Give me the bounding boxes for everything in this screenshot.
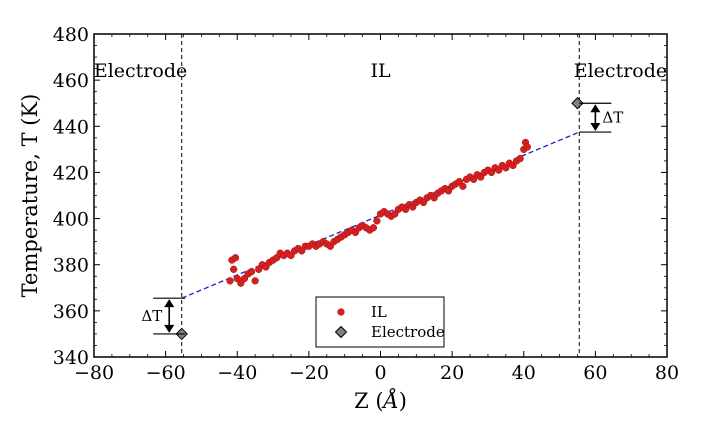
x-tick-label: 60 xyxy=(583,362,607,384)
y-tick-label: 420 xyxy=(53,162,89,184)
x-axis-title: Z (Å) xyxy=(354,388,407,413)
il-point xyxy=(373,217,381,225)
x-tick-label: 40 xyxy=(512,362,536,384)
y-tick-label: 380 xyxy=(53,255,89,277)
x-tick-label: −40 xyxy=(217,362,257,384)
y-tick-label: 340 xyxy=(53,347,89,369)
il-point xyxy=(231,254,240,262)
points-layer xyxy=(175,97,584,341)
il-point xyxy=(226,277,234,285)
il-point xyxy=(523,143,531,151)
x-tick-label: 80 xyxy=(655,362,679,384)
labels-layer: −80 −60 −40 −20 0 20 40 60 80 340 360 380 400 420 440 4… xyxy=(53,24,679,384)
x-tick-label: −80 xyxy=(74,362,114,384)
legend-label: IL xyxy=(371,303,387,321)
legend-box xyxy=(315,296,445,348)
electrode-point xyxy=(571,97,584,110)
delta-t-arrow-up xyxy=(590,104,601,113)
il-point xyxy=(459,182,467,190)
x-tick-label: 20 xyxy=(440,362,464,384)
delta-t-label: ΔT xyxy=(602,109,623,127)
delta-t-layer: ΔT ΔT xyxy=(141,102,623,335)
x-tick-label: −60 xyxy=(146,362,186,384)
region-label: Electrode xyxy=(574,60,667,82)
delta-t-arrow-down xyxy=(590,123,601,132)
il-point xyxy=(251,277,259,285)
legend-marker-electrode xyxy=(334,325,348,339)
plot-frame xyxy=(93,33,668,358)
region-label: IL xyxy=(370,60,391,82)
y-tick-label: 480 xyxy=(53,24,89,46)
legend: IL Electrode xyxy=(315,296,445,348)
legend-label: Electrode xyxy=(371,323,445,341)
il-point xyxy=(516,154,524,163)
delta-t-arrow-up xyxy=(164,299,175,308)
il-point xyxy=(369,224,377,232)
legend-marker-il xyxy=(337,308,345,316)
y-axis-title: Temperature, T (K) xyxy=(18,94,42,298)
region-label: Electrode xyxy=(94,60,187,82)
delta-t-label: ΔT xyxy=(141,307,162,325)
boundaries-layer xyxy=(181,34,580,357)
y-tick-label: 400 xyxy=(53,209,89,231)
x-tick-label: −20 xyxy=(289,362,329,384)
il-point xyxy=(247,267,256,276)
delta-t-arrow-down xyxy=(164,324,175,333)
y-tick-label: 460 xyxy=(53,70,89,92)
y-tick-label: 360 xyxy=(53,301,89,323)
y-tick-label: 440 xyxy=(53,116,89,138)
x-tick-label: 0 xyxy=(374,362,386,384)
il-point xyxy=(230,265,238,273)
